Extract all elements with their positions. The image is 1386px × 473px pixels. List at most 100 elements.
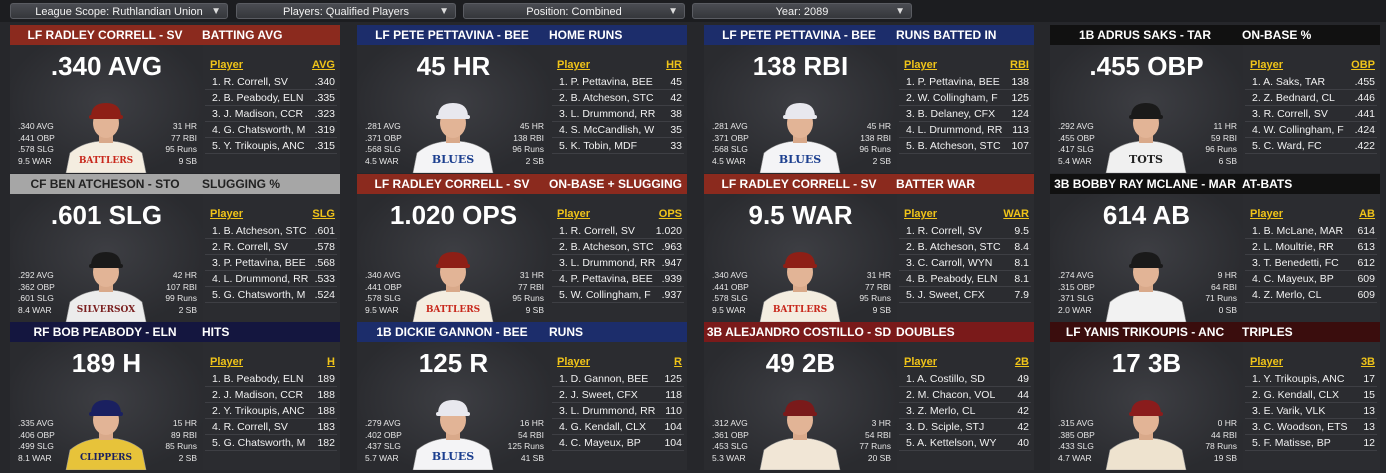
leader-row[interactable]: 4. C. Mayeux, BP 609 [1245,272,1377,287]
player-name[interactable]: RF BOB PEABODY - ELN [33,325,177,339]
leader-row[interactable]: 3. L. Drummond, RR .947 [552,256,684,271]
leader-row[interactable]: 3. L. Drummond, RR 38 [552,107,684,122]
stat-column-header[interactable]: 3B [1360,356,1375,368]
player-column-header[interactable]: Player [904,59,938,71]
leader-row[interactable]: 3. E. Varik, VLK 13 [1245,404,1377,419]
leader-card[interactable]: 3B ALEJANDRO COSTILLO - SD DOUBLES 49 2B .3… [704,322,1034,470]
leader-row[interactable]: 3. R. Correll, SV .441 [1245,107,1377,122]
leader-row[interactable]: 1. D. Gannon, BEE 125 [552,372,684,387]
stat-column-header[interactable]: AB [1359,208,1375,220]
stat-column-header[interactable]: AVG [311,59,335,71]
leader-row[interactable]: 2. B. Peabody, ELN .335 [205,91,337,106]
leader-row[interactable]: 4. L. Drummond, RR 113 [899,123,1031,138]
leader-row[interactable]: 2. Y. Trikoupis, ANC 188 [205,404,337,419]
player-column-header[interactable]: Player [210,59,244,71]
leader-row[interactable]: 1. A. Costillo, SD 49 [899,372,1031,387]
leader-row[interactable]: 3. L. Drummond, RR 110 [552,404,684,419]
player-name[interactable]: 3B ALEJANDRO COSTILLO - SD [706,325,892,339]
leader-row[interactable]: 2. B. Atcheson, STC .963 [552,240,684,255]
leader-row[interactable]: 1. P. Pettavina, BEE 45 [552,75,684,90]
player-name[interactable]: CF BEN ATCHESON - STO [30,177,180,191]
leader-row[interactable]: 1. B. McLane, MAR 614 [1245,224,1377,239]
player-column-header[interactable]: Player [557,208,591,220]
leader-row[interactable]: 4. L. Drummond, RR .533 [205,272,337,287]
player-column-header[interactable]: Player [1250,208,1284,220]
leader-row[interactable]: 5. Y. Trikoupis, ANC .315 [205,139,337,154]
leader-card[interactable]: RF BOB PEABODY - ELN HITS 189 H .335 AVG .40… [10,322,340,470]
player-name[interactable]: 1B ADRUS SAKS - TAR [1078,28,1211,42]
leader-card[interactable]: LF RADLEY CORRELL - SV BATTER WAR 9.5 WAR.… [704,174,1034,322]
leader-row[interactable]: 3. T. Benedetti, FC 612 [1245,256,1377,271]
player-name[interactable]: LF RADLEY CORRELL - SV [721,177,877,191]
leader-row[interactable]: 4. B. Peabody, ELN 8.1 [899,272,1031,287]
leader-row[interactable]: 2. J. Madison, CCR 188 [205,388,337,403]
player-column-header[interactable]: Player [904,208,938,220]
leader-row[interactable]: 2. R. Correll, SV .578 [205,240,337,255]
leader-row[interactable]: 3. B. Delaney, CFX 124 [899,107,1031,122]
leader-row[interactable]: 3. C. Carroll, WYN 8.1 [899,256,1031,271]
leader-row[interactable]: 2. G. Kendall, CLX 15 [1245,388,1377,403]
leader-row[interactable]: 2. B. Atcheson, STC 42 [552,91,684,106]
leader-row[interactable]: 4. G. Kendall, CLX 104 [552,420,684,435]
leader-row[interactable]: 5. B. Atcheson, STC 107 [899,139,1031,154]
leader-row[interactable]: 1. R. Correll, SV 9.5 [899,224,1031,239]
leader-row[interactable]: 2. M. Chacon, VOL 44 [899,388,1031,403]
leader-row[interactable]: 1. B. Atcheson, STC .601 [205,224,337,239]
leader-row[interactable]: 1. A. Saks, TAR .455 [1245,75,1377,90]
leader-row[interactable]: 4. R. Correll, SV 183 [205,420,337,435]
leader-row[interactable]: 3. J. Madison, CCR .323 [205,107,337,122]
player-name[interactable]: LF YANIS TRIKOUPIS - ANC [1065,325,1225,339]
leader-card[interactable]: LF PETE PETTAVINA - BEE RUNS BATTED IN 138… [704,25,1034,173]
player-column-header[interactable]: Player [210,208,244,220]
leader-row[interactable]: 1. P. Pettavina, BEE 138 [899,75,1031,90]
leader-row[interactable]: 4. Z. Merlo, CL 609 [1245,288,1377,303]
stat-column-header[interactable]: H [327,356,335,368]
leader-row[interactable]: 5. A. Kettelson, WY 40 [899,436,1031,451]
stat-column-header[interactable]: WAR [1003,208,1029,220]
player-name[interactable]: LF RADLEY CORRELL - SV [27,28,183,42]
leader-card[interactable]: 1B DICKIE GANNON - BEE RUNS 125 R .279 AVG.… [357,322,687,470]
leader-row[interactable]: 5. C. Ward, FC .422 [1245,139,1377,154]
player-name[interactable]: LF PETE PETTAVINA - BEE [375,28,529,42]
leader-row[interactable]: 2. Z. Bednard, CL .446 [1245,91,1377,106]
stat-column-header[interactable]: SLG [312,208,335,220]
leader-row[interactable]: 1. Y. Trikoupis, ANC 17 [1245,372,1377,387]
leader-row[interactable]: 1. R. Correll, SV 1.020 [552,224,684,239]
leader-card[interactable]: LF RADLEY CORRELL - SV BATTING AVG .340 AV… [10,25,340,173]
leader-row[interactable]: 4. W. Collingham, F .424 [1245,123,1377,138]
leader-row[interactable]: 5. W. Collingham, F .937 [552,288,684,303]
leader-row[interactable]: 1. R. Correll, SV .340 [205,75,337,90]
player-name[interactable]: LF RADLEY CORRELL - SV [374,177,530,191]
player-column-header[interactable]: Player [557,59,591,71]
year-dropdown[interactable]: Year: 2089 ▼ [692,3,912,19]
leader-row[interactable]: 2. L. Moultrie, RR 613 [1245,240,1377,255]
player-name[interactable]: 3B BOBBY RAY MCLANE - MAR [1054,177,1236,191]
leader-card[interactable]: LF YANIS TRIKOUPIS - ANC TRIPLES 17 3B .315… [1050,322,1380,470]
players-dropdown[interactable]: Players: Qualified Players ▼ [236,3,456,19]
stat-column-header[interactable]: OBP [1351,59,1375,71]
leader-row[interactable]: 4. P. Pettavina, BEE .939 [552,272,684,287]
leader-card[interactable]: LF PETE PETTAVINA - BEE HOME RUNS 45 HR .28… [357,25,687,173]
leader-row[interactable]: 5. F. Matisse, BP 12 [1245,436,1377,451]
league-scope-dropdown[interactable]: League Scope: Ruthlandian Union ▼ [10,3,228,19]
leader-row[interactable]: 2. J. Sweet, CFX 118 [552,388,684,403]
leader-row[interactable]: 4. G. Chatsworth, M .319 [205,123,337,138]
leader-row[interactable]: 5. J. Sweet, CFX 7.9 [899,288,1031,303]
player-column-header[interactable]: Player [904,356,938,368]
leader-row[interactable]: 4. S. McCandlish, W 35 [552,123,684,138]
leader-card[interactable]: LF RADLEY CORRELL - SV ON-BASE + SLUGGING… [357,174,687,322]
stat-column-header[interactable]: OPS [658,208,682,220]
player-column-header[interactable]: Player [210,356,244,368]
player-name[interactable]: LF PETE PETTAVINA - BEE [722,28,876,42]
leader-row[interactable]: 3. D. Sciple, STJ 42 [899,420,1031,435]
stat-column-header[interactable]: 2B [1014,356,1029,368]
leader-row[interactable]: 2. B. Atcheson, STC 8.4 [899,240,1031,255]
leader-row[interactable]: 2. W. Collingham, F 125 [899,91,1031,106]
position-dropdown[interactable]: Position: Combined ▼ [463,3,685,19]
player-column-header[interactable]: Player [1250,356,1284,368]
leader-row[interactable]: 3. P. Pettavina, BEE .568 [205,256,337,271]
leader-row[interactable]: 5. G. Chatsworth, M .524 [205,288,337,303]
leader-card[interactable]: CF BEN ATCHESON - STO SLUGGING % .601 SLG.… [10,174,340,322]
player-column-header[interactable]: Player [1250,59,1284,71]
leader-card[interactable]: 1B ADRUS SAKS - TAR ON-BASE % .455 OBP .292… [1050,25,1380,173]
